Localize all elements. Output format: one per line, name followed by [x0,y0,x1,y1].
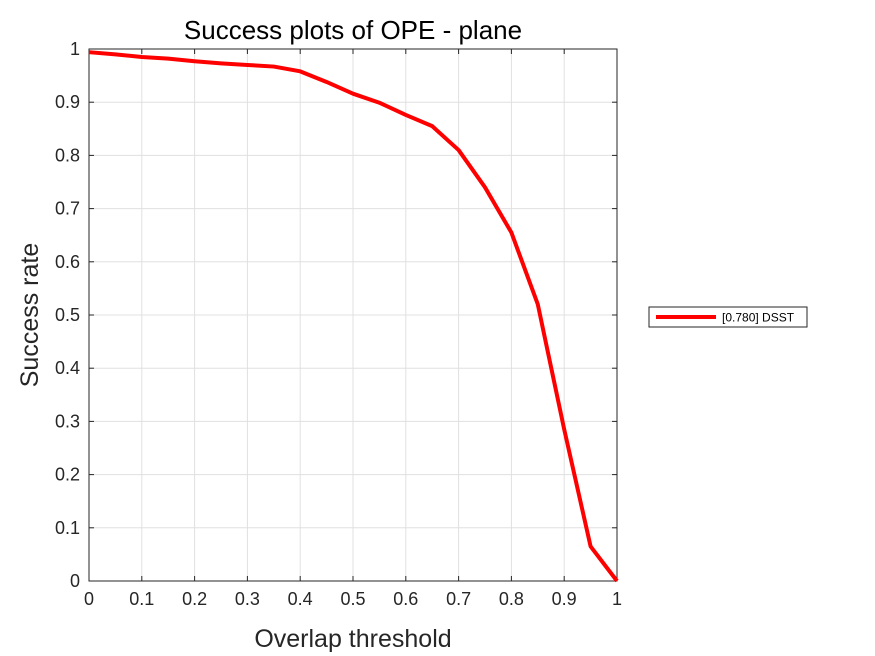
y-tick-label: 0.6 [55,252,80,272]
x-tick-label: 0 [84,589,94,609]
y-tick-label: 1 [70,39,80,59]
x-axis-label: Overlap threshold [254,625,451,653]
y-tick-label: 0.3 [55,411,80,431]
y-axis-label: Success rate [16,243,44,388]
series-layer [88,50,619,583]
y-tick-label: 0.4 [55,358,80,378]
x-tick-label: 0.4 [288,589,313,609]
y-tick-label: 0 [70,571,80,591]
legend-entry-dsst: [0.780] DSST [722,311,795,325]
x-tick-label: 0.8 [499,589,524,609]
x-tick-label: 0.1 [129,589,154,609]
x-tick-label: 0.5 [340,589,365,609]
y-tick-label: 0.7 [55,199,80,219]
y-tick-label: 0.1 [55,518,80,538]
y-tick-label: 0.9 [55,92,80,112]
chart-title: Success plots of OPE - plane [184,15,522,45]
y-tick-label: 0.8 [55,145,80,165]
grid [88,48,618,582]
x-tick-label: 0.9 [552,589,577,609]
x-tick-label: 0.7 [446,589,471,609]
y-tick-label: 0.2 [55,465,80,485]
x-tick-label: 0.3 [235,589,260,609]
series-line-0 [88,50,619,583]
x-tick-label: 0.2 [182,589,207,609]
legend: [0.780] DSST [648,306,808,328]
legend-box [648,306,808,328]
x-tick-label: 1 [612,589,622,609]
axis-ticks: 0 0.1 0.2 0.3 0.4 0.5 0.6 0.7 0.8 0.9 1 0 0.1 0.2 0.3 0… [55,39,622,609]
x-tick-label: 0.6 [393,589,418,609]
y-tick-label: 0.5 [55,305,80,325]
